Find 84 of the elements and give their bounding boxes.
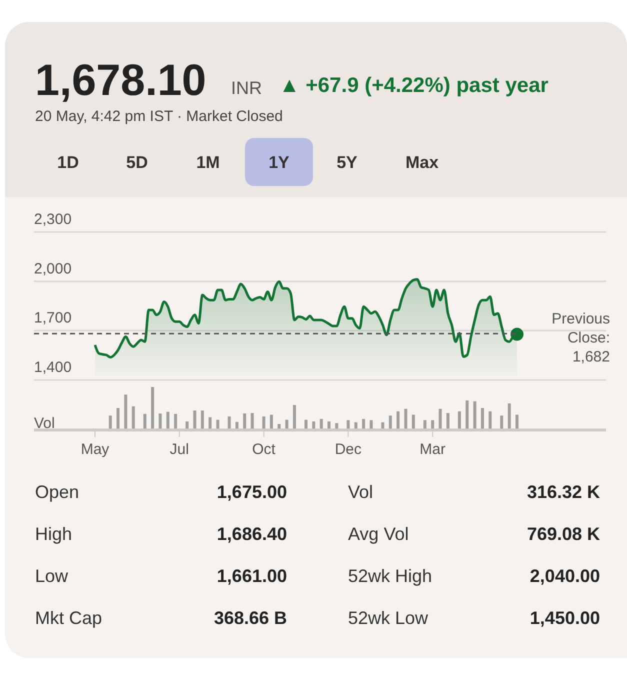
bar [186,421,189,429]
bar [320,418,323,429]
y-tick-label: 2,000 [34,260,72,278]
bar [488,411,492,429]
bar [116,408,120,429]
bar [235,422,238,429]
bar [292,405,296,429]
bar [166,412,170,429]
bar [516,414,518,429]
text: 1M [196,153,220,172]
text: Open [35,482,80,502]
text: 769.08 K [526,524,600,544]
text: 20 May, 4:42 pm IST · Market Closed [35,108,283,125]
bar [335,423,338,429]
bar [132,406,135,429]
bar [143,414,146,429]
bar [151,387,154,429]
text: 1,661.00 [216,566,287,586]
text: 1,686.40 [216,524,287,544]
text: 5Y [336,153,358,172]
bar [285,420,288,429]
text: Max [405,153,440,172]
text: 2,040.00 [530,566,600,586]
text: 5D [126,153,148,172]
bar [508,403,511,429]
x-tick-label: Mar [420,441,446,458]
bar [480,408,484,429]
bar [174,414,178,429]
bar [388,416,392,429]
text: High [35,524,72,544]
bar [328,421,331,429]
bar [200,410,204,429]
bar [396,411,400,429]
bar [404,408,408,429]
x-tick-label: May [80,441,110,458]
text: 52wk High [348,566,432,586]
text: 1,450.00 [530,608,600,628]
bar [158,413,162,429]
bar [278,424,281,429]
text: 1Y [268,153,290,172]
bar [208,417,212,429]
y-tick-label: 1,400 [34,359,72,376]
bar [262,416,266,429]
bar [423,420,426,429]
text: Low [35,566,70,586]
bar [370,420,373,429]
text: Mkt Cap [35,608,102,628]
bar [431,420,434,429]
bar [412,414,415,429]
bar [108,416,112,429]
y-tick-label: 1,700 [34,310,72,327]
text: ▲ +67.9 (+4.22%) past year [279,74,548,97]
y-tick-label: 2,300 [34,211,72,228]
text: 52wk Low [348,608,430,628]
text: 316.32 K [526,482,600,502]
bar [312,421,316,429]
ref-line-label: Previous Close: 1,682 [552,310,610,366]
bar [500,416,504,429]
text: 1,678.10 [35,56,206,105]
bar [124,394,128,429]
bar [250,413,254,429]
bar [466,400,469,429]
bar [346,420,350,429]
text: INR [231,78,262,98]
bar [193,410,196,429]
bar [270,414,273,429]
bar [304,420,308,429]
bar [458,411,461,429]
bar [228,416,231,429]
x-tick-label: Oct [252,441,276,458]
text: 1D [57,153,79,172]
bar [243,413,246,429]
text: 368.66 B [214,608,287,628]
bar [438,408,442,429]
bar [362,418,366,429]
bar [216,420,220,429]
y-axis-title: Vol [34,415,55,432]
x-tick-label: Dec [334,441,362,458]
text: Avg Vol [348,524,409,544]
bar [473,401,476,429]
text: Vol [348,482,374,502]
x-tick-label: Jul [170,441,189,458]
bar [446,413,450,429]
text: 1,675.00 [216,482,287,502]
